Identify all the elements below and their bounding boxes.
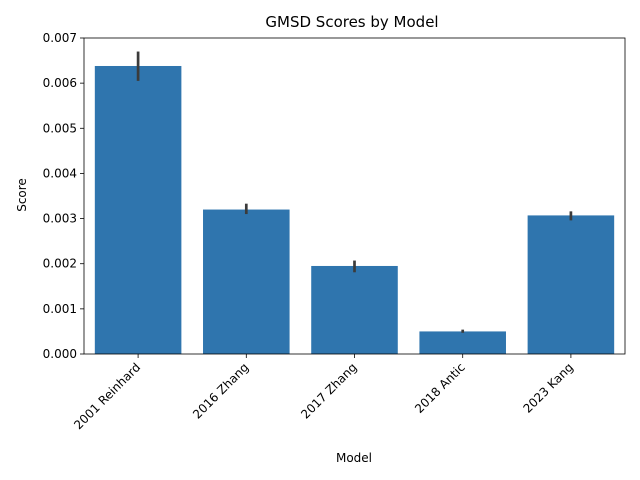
bar — [311, 265, 398, 354]
y-axis: 0.000 0.001 0.002 0.003 0.004 0.005 0.006 0.007 — [43, 31, 84, 361]
y-tick-label: 0.007 — [43, 31, 77, 45]
x-axis-label: Model — [336, 451, 372, 465]
bar — [203, 209, 290, 354]
y-tick-label: 0.002 — [43, 257, 77, 271]
x-tick-label: 2016 Zhang — [190, 360, 251, 421]
bar — [419, 331, 506, 354]
x-axis: 2001 Reinhard 2016 Zhang 2017 Zhang 2018 An… — [71, 354, 576, 432]
y-tick-label: 0.003 — [43, 212, 77, 226]
plot-frame — [83, 37, 626, 355]
x-tick-label: 2001 Reinhard — [71, 360, 143, 432]
x-tick-label: 2018 Antic — [412, 360, 468, 416]
y-axis-label: Score — [15, 178, 29, 212]
chart-title: GMSD Scores by Model — [265, 13, 438, 31]
axes-border — [83, 37, 626, 355]
bar — [94, 65, 182, 354]
error-bars-group — [136, 51, 573, 333]
y-tick-label: 0.004 — [43, 166, 77, 180]
bar — [527, 215, 615, 354]
y-tick-label: 0.001 — [43, 302, 77, 316]
bars-group — [94, 65, 615, 354]
x-tick-label: 2023 Kang — [520, 360, 576, 416]
y-tick-label: 0.000 — [43, 347, 77, 361]
x-tick-label: 2017 Zhang — [298, 360, 359, 421]
y-tick-label: 0.006 — [43, 76, 77, 90]
y-tick-label: 0.005 — [43, 121, 77, 135]
